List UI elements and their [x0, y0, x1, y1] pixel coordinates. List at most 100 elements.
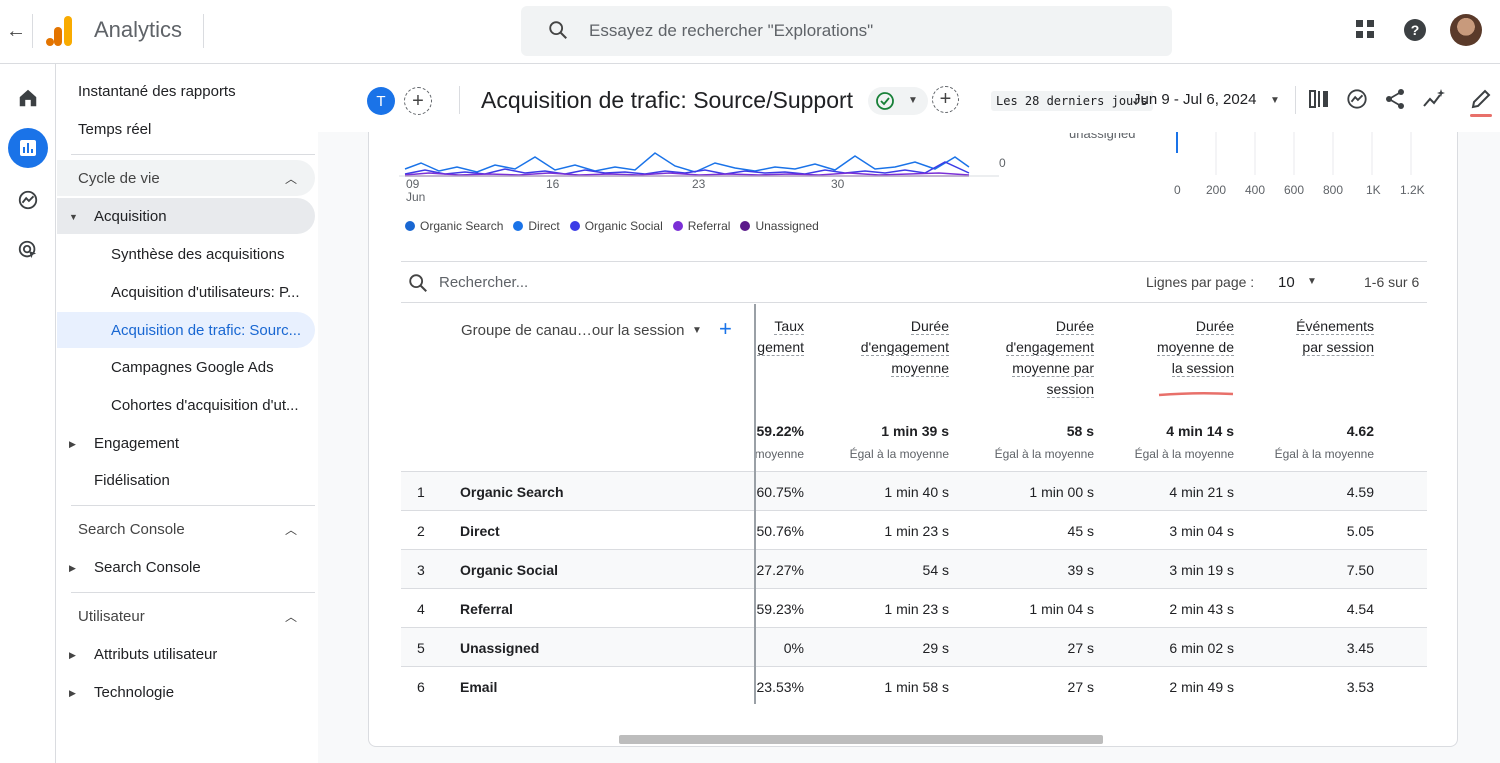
legend-item[interactable]: Unassigned	[740, 219, 819, 233]
bar-axis-tick: 1.2K	[1400, 183, 1425, 197]
nav-item-technology[interactable]: ▶ Technologie	[57, 674, 315, 710]
col-header-events-per-session[interactable]: Événements par session	[1224, 316, 1374, 358]
table-row[interactable]: 4 Referral 59.23% 1 min 23 s 1 min 04 s …	[401, 588, 1427, 627]
row-cell: 50.76%	[756, 523, 804, 539]
col-header-text: Durée	[1195, 318, 1234, 335]
col-header-line: Taux	[754, 316, 804, 337]
col-header-text: gement	[757, 339, 804, 356]
total-cell: 4 min 14 s	[1166, 423, 1234, 439]
share-icon[interactable]	[1384, 88, 1406, 110]
table-row[interactable]: 6 Email 23.53% 1 min 58 s 27 s 2 min 49 …	[401, 666, 1427, 705]
table-search-input[interactable]: Rechercher...	[439, 274, 529, 291]
row-cell: 39 s	[1067, 562, 1094, 578]
advertising-rail-button[interactable]	[8, 230, 48, 270]
row-channel-name[interactable]: Referral	[460, 601, 513, 617]
search-input[interactable]: Essayez de rechercher "Explorations"	[589, 21, 874, 40]
nav-item-cohorts[interactable]: Cohortes d'acquisition d'ut...	[57, 387, 315, 423]
col-header-avg-engagement[interactable]: Durée d'engagement moyenne	[799, 316, 949, 379]
table-row[interactable]: 5 Unassigned 0% 29 s 27 s 6 min 02 s 3.4…	[401, 627, 1427, 666]
nav-item-realtime[interactable]: Temps réel	[57, 111, 315, 147]
row-channel-name[interactable]: Unassigned	[460, 640, 540, 656]
frozen-column-divider[interactable]	[754, 304, 756, 704]
nav-item-google-ads[interactable]: Campagnes Google Ads	[57, 349, 315, 385]
horizontal-scrollbar[interactable]	[619, 735, 1103, 744]
nav-item-acquisition[interactable]: ▼ Acquisition	[57, 198, 315, 234]
help-icon[interactable]: ?	[1403, 18, 1427, 42]
row-channel-name[interactable]: Direct	[460, 523, 500, 539]
section-lifecycle[interactable]: Cycle de vie ︿	[57, 160, 315, 196]
x-tick: 09	[406, 177, 420, 191]
dropdown-arrow-icon[interactable]: ▼	[1307, 276, 1317, 287]
row-channel-name[interactable]: Organic Social	[460, 562, 559, 578]
nav-item-search-console[interactable]: ▶ Search Console	[57, 549, 315, 585]
col-header-line: gement	[754, 337, 804, 358]
table-row[interactable]: 3 Organic Social 27.27% 54 s 39 s 3 min …	[401, 549, 1427, 588]
dropdown-arrow-icon[interactable]: ▼	[1270, 95, 1280, 106]
sparkle-trend-icon[interactable]	[1422, 88, 1446, 110]
legend-item[interactable]: Direct	[513, 219, 560, 233]
divider	[71, 154, 315, 155]
report-status-dropdown[interactable]: ▼	[868, 87, 928, 115]
nav-item-engagement[interactable]: ▶ Engagement	[57, 425, 315, 461]
nav-item-traffic-acq[interactable]: Acquisition de trafic: Sourc...	[57, 312, 315, 348]
reports-rail-button[interactable]	[8, 128, 48, 168]
nav-item-user-acq[interactable]: Acquisition d'utilisateurs: P...	[57, 274, 315, 310]
row-channel-name[interactable]: Organic Search	[460, 484, 564, 500]
legend-dot	[405, 221, 415, 231]
row-cell: 2 min 49 s	[1169, 679, 1234, 695]
legend-item[interactable]: Referral	[672, 219, 730, 233]
divider	[71, 505, 315, 506]
legend-item[interactable]: Organic Search	[405, 219, 503, 233]
table-row[interactable]: 2 Direct 50.76% 1 min 23 s 45 s 3 min 04…	[401, 510, 1427, 549]
comparison-badge[interactable]: T	[367, 87, 395, 115]
row-cell: 6 min 02 s	[1169, 640, 1234, 656]
section-search-console[interactable]: Search Console ︿	[57, 511, 315, 547]
dropdown-arrow-icon[interactable]: ▼	[692, 325, 702, 336]
insights-icon[interactable]	[1346, 88, 1368, 110]
col-header-avg-session-duration[interactable]: Durée moyenne de la session	[1084, 316, 1234, 379]
add-dimension-button[interactable]: +	[719, 316, 732, 341]
add-comparison-button[interactable]: +	[404, 87, 432, 115]
table-row[interactable]: 1 Organic Search 60.75% 1 min 40 s 1 min…	[401, 471, 1427, 510]
explore-rail-button[interactable]	[8, 180, 48, 220]
date-range-picker[interactable]: Jun 9 - Jul 6, 2024	[1133, 91, 1257, 108]
row-cell: 59.23%	[756, 601, 804, 617]
add-report-button[interactable]: +	[932, 86, 959, 113]
section-user[interactable]: Utilisateur ︿	[57, 598, 315, 634]
rows-per-page-select[interactable]: 10	[1278, 274, 1295, 291]
col-header-engagement-rate[interactable]: Taux gement	[754, 316, 804, 358]
row-channel-name[interactable]: Email	[460, 679, 498, 695]
nav-item-retention[interactable]: Fidélisation	[57, 462, 315, 498]
plus-icon: +	[412, 89, 424, 112]
col-header-avg-engagement-per-session[interactable]: Durée d'engagement moyenne par session	[944, 316, 1094, 400]
legend-item[interactable]: Organic Social	[569, 219, 663, 233]
period-chip[interactable]: Les 28 derniers jours	[991, 91, 1153, 111]
row-cell: 27.27%	[756, 562, 804, 578]
col-header-text: Durée	[910, 318, 949, 335]
col-header-line: Durée	[1084, 316, 1234, 337]
line-referral	[404, 172, 970, 176]
row-index: 2	[417, 523, 425, 539]
row-cell: 1 min 23 s	[884, 523, 949, 539]
legend-dot	[569, 221, 580, 231]
row-cell: 54 s	[922, 562, 949, 578]
nav-item-user-attributes[interactable]: ▶ Attributs utilisateur	[57, 636, 315, 672]
home-rail-button[interactable]	[8, 78, 48, 118]
total-sub: Égal à la moyenne	[1274, 447, 1374, 461]
nav-label: Search Console	[94, 558, 201, 576]
table-toolbar: Rechercher... Lignes par page : 10 ▼ 1-6…	[401, 261, 1427, 303]
nav-label: Technologie	[94, 683, 175, 701]
avatar[interactable]	[1450, 14, 1482, 46]
total-cell: 58 s	[1066, 423, 1094, 439]
edit-pencil-icon[interactable]	[1470, 88, 1492, 110]
compare-columns-icon[interactable]	[1308, 88, 1330, 110]
nav-item-snapshot[interactable]: Instantané des rapports	[57, 73, 315, 109]
global-search-bar[interactable]: Essayez de rechercher "Explorations"	[521, 6, 1172, 56]
nav-item-acq-overview[interactable]: Synthèse des acquisitions	[57, 236, 315, 272]
back-arrow-icon[interactable]: ←	[6, 20, 26, 42]
row-cell: 1 min 04 s	[1029, 601, 1094, 617]
apps-grid-icon[interactable]	[1354, 18, 1376, 40]
row-cell: 27 s	[1067, 679, 1094, 695]
col-header-text: Taux	[774, 318, 804, 335]
dimension-header[interactable]: Groupe de canau…our la session	[461, 322, 685, 339]
